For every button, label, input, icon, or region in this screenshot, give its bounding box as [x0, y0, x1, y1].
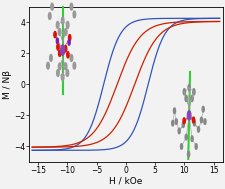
Circle shape	[68, 35, 71, 41]
Circle shape	[181, 122, 184, 128]
Circle shape	[61, 45, 64, 55]
Circle shape	[56, 44, 59, 50]
Circle shape	[58, 50, 61, 56]
Circle shape	[187, 111, 190, 120]
Circle shape	[190, 136, 192, 142]
Circle shape	[54, 32, 56, 38]
Circle shape	[56, 22, 59, 28]
Circle shape	[51, 3, 53, 10]
Circle shape	[171, 120, 173, 126]
Circle shape	[201, 106, 203, 112]
Circle shape	[48, 13, 51, 19]
Circle shape	[58, 63, 61, 70]
Circle shape	[73, 62, 75, 69]
Circle shape	[68, 40, 70, 45]
Circle shape	[173, 108, 175, 114]
Circle shape	[66, 52, 69, 58]
Circle shape	[58, 29, 61, 35]
Circle shape	[177, 128, 180, 134]
Circle shape	[47, 62, 49, 69]
Circle shape	[174, 119, 177, 124]
Circle shape	[56, 38, 58, 44]
Circle shape	[64, 46, 66, 52]
Circle shape	[61, 74, 64, 81]
Circle shape	[182, 118, 184, 124]
Circle shape	[70, 3, 72, 10]
Circle shape	[66, 22, 69, 28]
Circle shape	[64, 29, 67, 35]
Circle shape	[56, 70, 59, 76]
Circle shape	[187, 85, 189, 91]
Circle shape	[66, 70, 68, 76]
Circle shape	[203, 119, 205, 124]
Circle shape	[187, 151, 189, 157]
Circle shape	[182, 89, 185, 95]
Circle shape	[61, 17, 64, 24]
Circle shape	[192, 89, 194, 95]
Circle shape	[197, 127, 199, 132]
Circle shape	[180, 144, 182, 149]
Circle shape	[184, 134, 187, 140]
X-axis label: H / kOe: H / kOe	[109, 177, 142, 186]
Circle shape	[193, 120, 195, 126]
Circle shape	[191, 117, 194, 123]
Circle shape	[64, 63, 67, 70]
Circle shape	[50, 54, 52, 61]
Y-axis label: M / Nβ: M / Nβ	[3, 70, 12, 99]
Circle shape	[70, 54, 72, 61]
Circle shape	[194, 144, 196, 149]
Circle shape	[184, 95, 187, 101]
Circle shape	[73, 11, 75, 18]
Circle shape	[200, 117, 202, 123]
Circle shape	[190, 95, 192, 101]
